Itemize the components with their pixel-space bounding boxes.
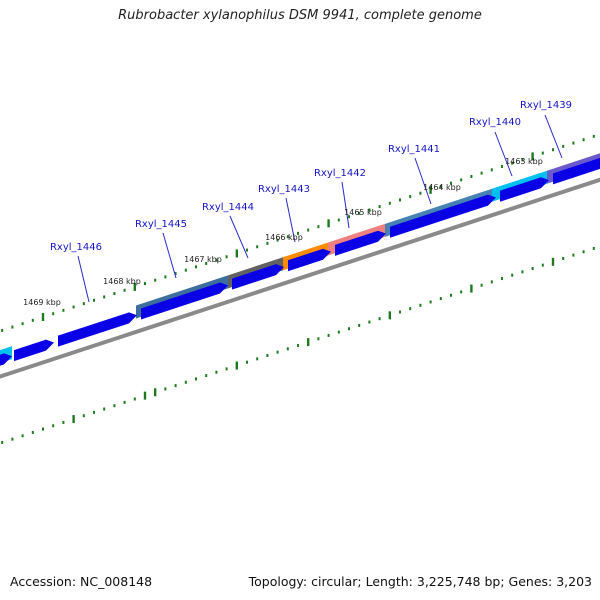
gene-track <box>0 157 600 366</box>
leader-line <box>162 232 177 279</box>
gene-label: Rxyl_1439 <box>520 100 572 111</box>
kbp-label: 1467 kbp <box>184 255 222 264</box>
kbp-labels: 1463 kbp 1464 kbp 1465 kbp 1466 kbp 1467 kbp… <box>23 157 543 307</box>
gene-label: Rxyl_1445 <box>135 219 187 230</box>
gene-arrow <box>500 177 549 202</box>
gene-label: Rxyl_1446 <box>50 242 102 253</box>
leader-line <box>544 114 563 159</box>
leader-line <box>341 181 350 229</box>
kbp-label: 1469 kbp <box>23 298 61 307</box>
gene-label: Rxyl_1441 <box>388 144 440 155</box>
kbp-label: 1463 kbp <box>505 157 543 166</box>
gene-label: Rxyl_1443 <box>258 184 310 195</box>
gene-arrow <box>58 312 137 347</box>
gene-labels: Rxyl_1439 Rxyl_1440 Rxyl_1441 Rxyl_1442 Rxyl… <box>50 100 572 253</box>
gene-arrow <box>288 248 331 272</box>
gene-label: Rxyl_1444 <box>202 202 254 213</box>
inner-tick-ring <box>1 246 595 444</box>
gene-arrow <box>553 157 600 185</box>
gene-label: Rxyl_1440 <box>469 117 521 128</box>
kbp-label: 1468 kbp <box>103 277 141 286</box>
leader-line <box>494 131 513 177</box>
gene-arrow <box>14 339 54 362</box>
map-title: Rubrobacter xylanophilus DSM 9941, compl… <box>118 8 482 23</box>
gene-label: Rxyl_1442 <box>314 168 366 179</box>
gene-arrow <box>335 230 386 256</box>
gene-leader-lines <box>77 114 563 303</box>
backbone-track <box>0 177 600 379</box>
gene-arrow <box>0 353 12 366</box>
kbp-label: 1466 kbp <box>265 233 303 242</box>
leader-line <box>414 157 432 205</box>
leader-line <box>229 215 249 259</box>
gene-arrow <box>141 282 228 320</box>
backbone-line <box>0 177 600 379</box>
gene-arrow <box>390 194 496 238</box>
genome-summary: Topology: circular; Length: 3,225,748 bp… <box>248 574 592 589</box>
leader-line <box>77 255 90 303</box>
kbp-label: 1464 kbp <box>423 183 461 192</box>
kbp-label: 1465 kbp <box>344 208 382 217</box>
leader-line <box>285 197 296 243</box>
outer-tick-ring <box>1 134 595 332</box>
gene-arrow <box>232 264 284 290</box>
accession-label: Accession: NC_008148 <box>10 574 153 589</box>
